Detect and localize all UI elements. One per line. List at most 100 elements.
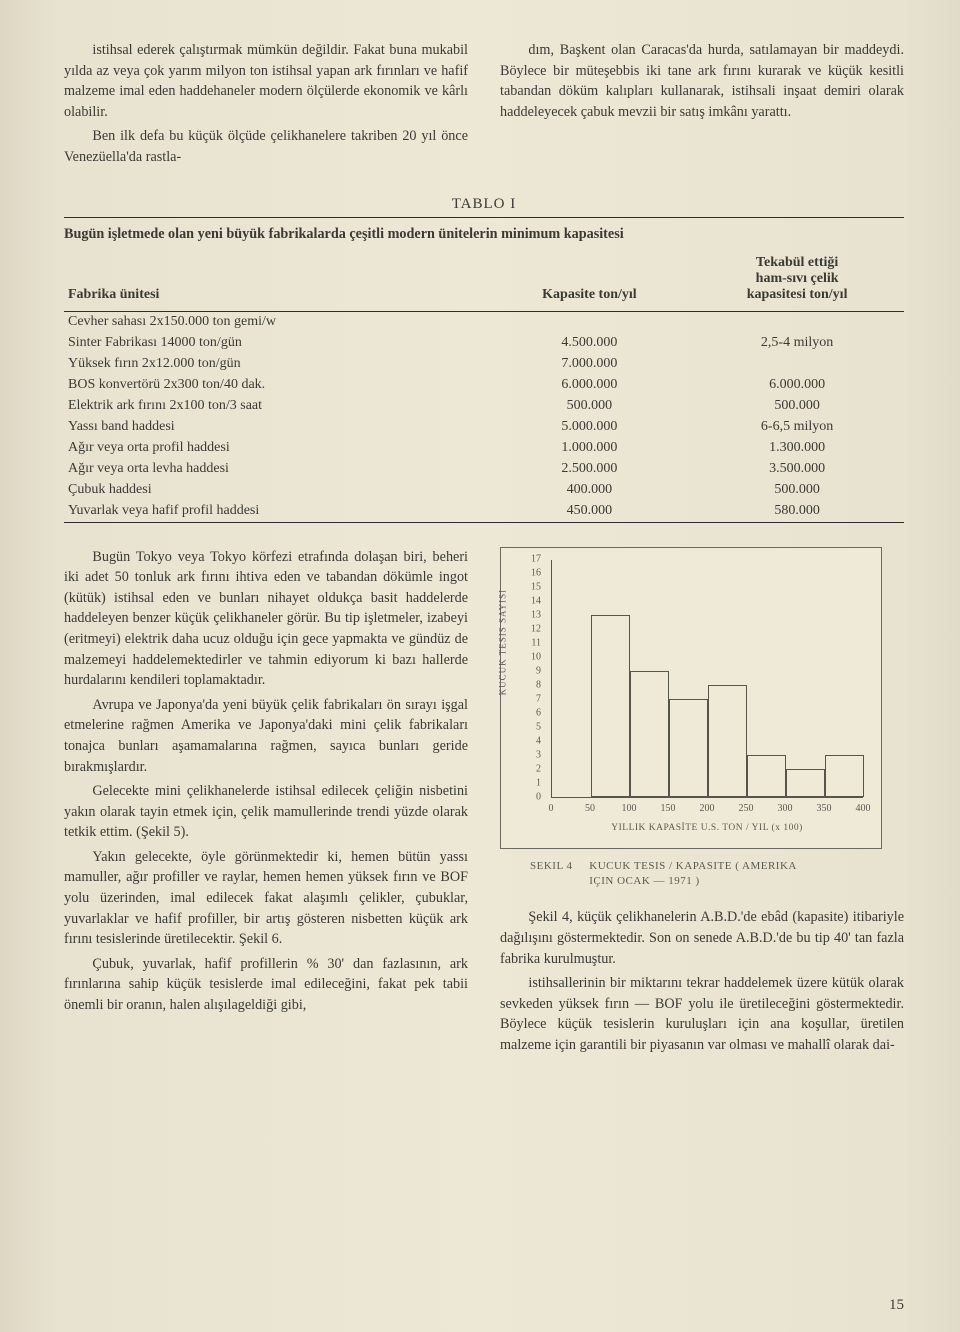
y-tick-label: 3	[536, 748, 541, 763]
y-tick-label: 15	[531, 580, 541, 595]
table-row: Çubuk haddesi400.000500.000	[64, 480, 904, 501]
cell-unit: Ağır veya orta levha haddesi	[64, 459, 489, 480]
chart-caption: SEKIL 4 KUCUK TESIS / KAPASITE ( AMERIKA…	[530, 859, 904, 890]
y-tick-label: 6	[536, 706, 541, 721]
table-row: Sinter Fabrikası 14000 ton/gün4.500.0002…	[64, 333, 904, 354]
cell-unit: Sinter Fabrikası 14000 ton/gün	[64, 333, 489, 354]
x-tick-label: 50	[585, 802, 595, 817]
col-header-equivalent: Tekabül ettiği ham-sıvı çelik kapasitesi…	[690, 251, 904, 312]
col-header-line: kapasitesi ton/yıl	[747, 287, 848, 302]
y-tick-label: 2	[536, 762, 541, 777]
cell-equivalent: 500.000	[690, 396, 904, 417]
paragraph: dım, Başkent olan Caracas'da hurda, satı…	[500, 40, 904, 122]
col-header-line: ham-sıvı çelik	[756, 271, 839, 286]
cell-unit: Yüksek fırın 2x12.000 ton/gün	[64, 354, 489, 375]
x-tick-label: 150	[661, 802, 676, 817]
x-tick-label: 400	[856, 802, 871, 817]
cell-equivalent: 500.000	[690, 480, 904, 501]
table-row: Cevher sahası 2x150.000 ton gemi/w	[64, 311, 904, 333]
cell-unit: Cevher sahası 2x150.000 ton gemi/w	[64, 311, 489, 333]
chart-plot-area	[551, 560, 863, 798]
table-title: TABLO I	[64, 196, 904, 213]
table-header-row: Fabrika ünitesi Kapasite ton/yıl Tekabül…	[64, 251, 904, 312]
page-number: 15	[889, 1297, 904, 1314]
chart-x-ticks: 050100150200250300350400	[551, 802, 863, 818]
table-row: Ağır veya orta profil haddesi1.000.0001.…	[64, 438, 904, 459]
col-header-line: Tekabül ettiği	[756, 255, 838, 270]
y-tick-label: 4	[536, 734, 541, 749]
cell-capacity: 2.500.000	[489, 459, 691, 480]
chart-caption-label: SEKIL 4	[530, 859, 586, 874]
paragraph: Ben ilk defa bu küçük ölçüde çelikhanele…	[64, 126, 468, 167]
table-row: Elektrik ark fırını 2x100 ton/3 saat500.…	[64, 396, 904, 417]
x-tick-label: 350	[817, 802, 832, 817]
paragraph: istihsallerinin bir miktarını tekrar had…	[500, 973, 904, 1055]
x-tick-label: 100	[622, 802, 637, 817]
cell-capacity: 5.000.000	[489, 417, 691, 438]
cell-capacity: 1.000.000	[489, 438, 691, 459]
y-tick-label: 10	[531, 650, 541, 665]
y-tick-label: 8	[536, 678, 541, 693]
chart-bar	[708, 685, 747, 797]
cell-equivalent: 1.300.000	[690, 438, 904, 459]
y-tick-label: 9	[536, 664, 541, 679]
y-tick-label: 7	[536, 692, 541, 707]
y-tick-label: 13	[531, 608, 541, 623]
cell-capacity	[489, 311, 691, 333]
y-tick-label: 11	[531, 636, 541, 651]
table-row: BOS konvertörü 2x300 ton/40 dak. 6.000.00…	[64, 375, 904, 396]
paragraph: Avrupa ve Japonya'da yeni büyük çelik fa…	[64, 695, 468, 777]
col-header-capacity: Kapasite ton/yıl	[489, 251, 691, 312]
cell-unit: Yassı band haddesi	[64, 417, 489, 438]
cell-capacity: 500.000	[489, 396, 691, 417]
chart-bar	[669, 699, 708, 797]
paragraph: istihsal ederek çalıştırmak mümkün değil…	[64, 40, 468, 122]
x-tick-label: 250	[739, 802, 754, 817]
cell-capacity: 400.000	[489, 480, 691, 501]
chart-bar	[630, 671, 669, 797]
y-tick-label: 12	[531, 622, 541, 637]
top-right-column: dım, Başkent olan Caracas'da hurda, satı…	[500, 40, 904, 172]
cell-unit: Çubuk haddesi	[64, 480, 489, 501]
chart-caption-text: IÇIN OCAK — 1971 )	[589, 875, 699, 887]
cell-capacity: 4.500.000	[489, 333, 691, 354]
chart-bar	[747, 755, 786, 797]
y-tick-label: 1	[536, 776, 541, 791]
y-tick-label: 16	[531, 566, 541, 581]
chart-x-axis-label: YILLIK KAPASİTE U.S. TON / YIL (x 100)	[551, 822, 863, 836]
paragraph: Yakın gelecekte, öyle görünmektedir ki, …	[64, 847, 468, 950]
bottom-text-columns: Bugün Tokyo veya Tokyo körfezi etrafında…	[64, 547, 904, 1060]
cell-unit: Ağır veya orta profil haddesi	[64, 438, 489, 459]
table-row: Yassı band haddesi5.000.0006-6,5 milyon	[64, 417, 904, 438]
paragraph: Bugün Tokyo veya Tokyo körfezi etrafında…	[64, 547, 468, 691]
cell-unit: Elektrik ark fırını 2x100 ton/3 saat	[64, 396, 489, 417]
table-caption: Bugün işletmede olan yeni büyük fabrikal…	[64, 226, 904, 243]
table-rule-top	[64, 217, 904, 218]
table-row: Yüksek fırın 2x12.000 ton/gün7.000.000	[64, 354, 904, 375]
table-row: Ağır veya orta levha haddesi2.500.0003.5…	[64, 459, 904, 480]
cell-equivalent: 2,5-4 milyon	[690, 333, 904, 354]
paragraph: Çubuk, yuvarlak, hafif profillerin % 30'…	[64, 954, 468, 1016]
cell-equivalent	[690, 354, 904, 375]
y-tick-label: 14	[531, 594, 541, 609]
bottom-right-column: KUCUK TESIS SAYISI 012345678910111213141…	[500, 547, 904, 1060]
top-text-columns: istihsal ederek çalıştırmak mümkün değil…	[64, 40, 904, 172]
paragraph: Şekil 4, küçük çelikhanelerin A.B.D.'de …	[500, 907, 904, 969]
table-row: Yuvarlak veya hafif profil haddesi450.00…	[64, 501, 904, 523]
chart-y-ticks: 01234567891011121314151617	[501, 560, 545, 798]
cell-equivalent: 3.500.000	[690, 459, 904, 480]
cell-unit: BOS konvertörü 2x300 ton/40 dak.	[64, 375, 489, 396]
chart-caption-text: KUCUK TESIS / KAPASITE ( AMERIKA	[589, 860, 797, 872]
cell-equivalent: 6.000.000	[690, 375, 904, 396]
paragraph: Gelecekte mini çelikhanelerde istihsal e…	[64, 781, 468, 843]
y-tick-label: 17	[531, 552, 541, 567]
cell-capacity: 7.000.000	[489, 354, 691, 375]
cell-unit: Yuvarlak veya hafif profil haddesi	[64, 501, 489, 523]
cell-capacity: 450.000	[489, 501, 691, 523]
x-tick-label: 300	[778, 802, 793, 817]
cell-equivalent	[690, 311, 904, 333]
chart-bar	[591, 615, 630, 797]
sekil-4-chart: KUCUK TESIS SAYISI 012345678910111213141…	[500, 547, 882, 849]
chart-bar	[825, 755, 864, 797]
x-tick-label: 0	[549, 802, 554, 817]
